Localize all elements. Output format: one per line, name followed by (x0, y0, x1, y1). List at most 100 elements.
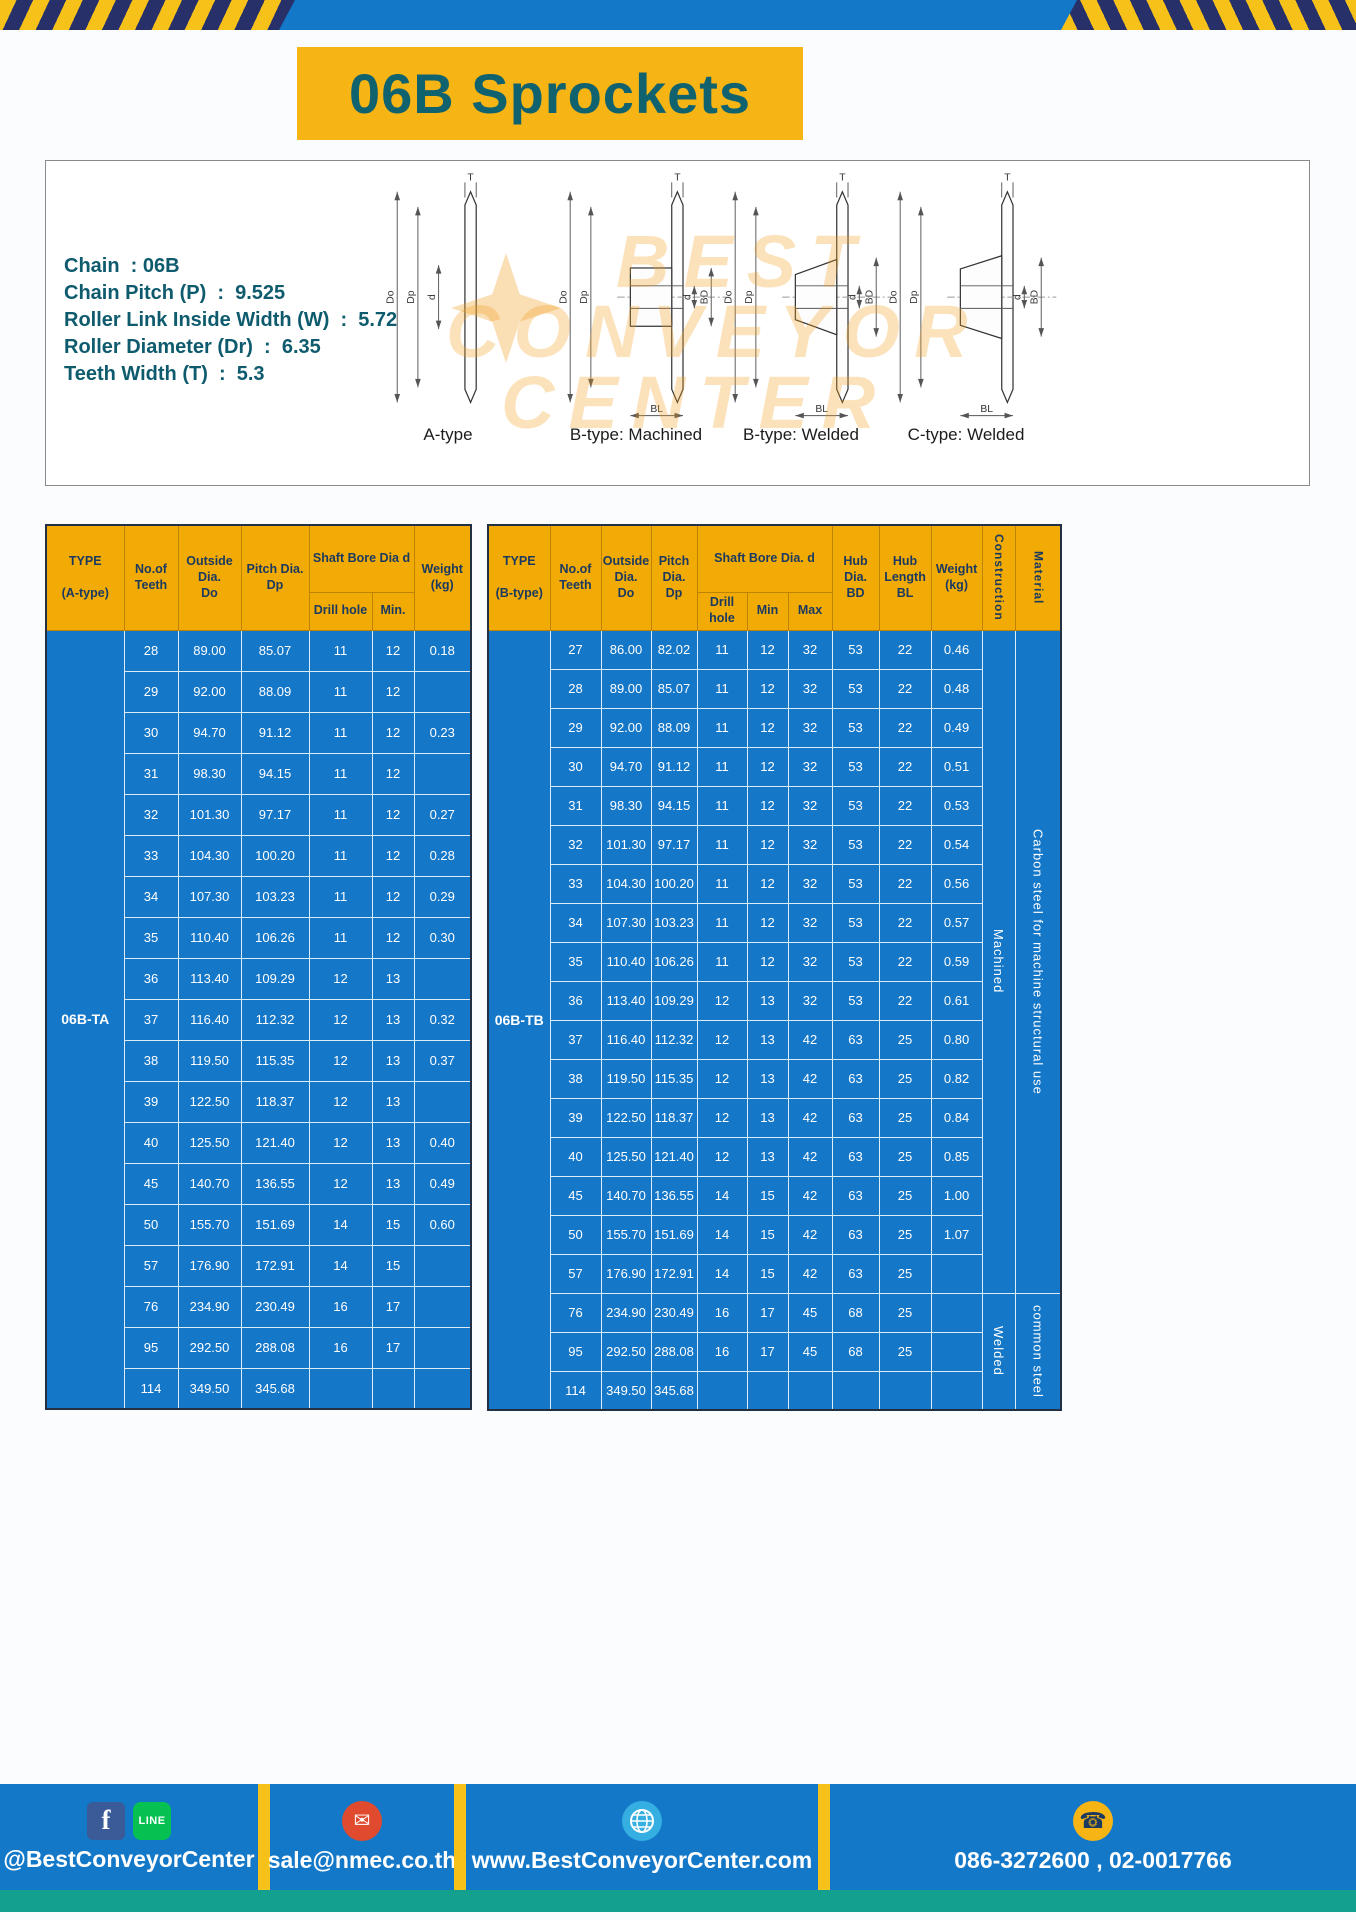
data-cell: 92.00 (177, 670, 242, 713)
data-cell (930, 1370, 983, 1411)
svg-text:Do: Do (558, 290, 569, 303)
header-min: Min. (371, 591, 415, 631)
data-cell: 32 (787, 902, 833, 943)
table-b-row: 06B-TB 27 86.00 82.02 11 12 32 53 22 0.46 Machined… (487, 629, 1062, 1411)
table-b-row: 32 101.30 97.17 11 12 32 53 22 0.54 (488, 824, 1061, 865)
globe-icon (622, 1800, 662, 1841)
sprocket-drawing-c-welded: T Do Dp d BD BL (871, 173, 1061, 425)
data-cell: 109.29 (240, 957, 310, 1000)
data-cell: 12 (696, 1058, 748, 1099)
data-cell: 234.90 (600, 1292, 652, 1333)
data-cell: 42 (787, 1253, 833, 1294)
footer: f LINE @BestConveyorCenter ✉ sale@nmec.c… (0, 1784, 1356, 1890)
data-cell: 136.55 (240, 1162, 310, 1205)
data-cell: 11 (696, 902, 748, 943)
table-a-row: 95 292.50 288.08 16 17 (46, 1326, 472, 1369)
data-cell: 12 (746, 902, 789, 943)
data-cell: 85.07 (240, 629, 310, 672)
svg-text:Do: Do (723, 290, 734, 303)
data-cell: 45 (787, 1331, 833, 1372)
data-cell: 32 (787, 668, 833, 709)
data-cell: 82.02 (650, 629, 698, 670)
data-cell: 32 (787, 863, 833, 904)
header-shaft-bore: Shaft Bore Dia d (308, 524, 415, 593)
data-cell: 32 (123, 793, 179, 836)
spec-line: Roller Diameter (Dr) : 6.35 (64, 336, 321, 358)
data-cell: 42 (787, 1058, 833, 1099)
data-cell: 16 (308, 1285, 373, 1328)
data-cell (308, 1367, 373, 1410)
data-cell: 101.30 (177, 793, 242, 836)
data-cell: 88.09 (650, 707, 698, 748)
data-cell: 27 (549, 629, 602, 670)
data-cell: 119.50 (600, 1058, 652, 1099)
data-cell: 45 (549, 1175, 602, 1216)
data-cell: 12 (308, 1162, 373, 1205)
table-a-row: 114 349.50 345.68 (46, 1367, 472, 1410)
type-label-cell: 06B-TA (45, 629, 125, 1410)
data-cell: 116.40 (600, 1019, 652, 1060)
hazard-stripe-right (1061, 0, 1356, 30)
data-cell: 0.51 (930, 746, 983, 787)
data-cell: 35 (549, 941, 602, 982)
table-a-row: 32 101.30 97.17 11 12 0.27 (46, 793, 472, 836)
data-cell: 12 (746, 629, 789, 670)
data-cell: 0.54 (930, 824, 983, 865)
data-cell: 32 (787, 941, 833, 982)
data-cell: 288.08 (240, 1326, 310, 1369)
data-cell: 12 (371, 834, 415, 877)
data-cell (371, 1367, 415, 1410)
data-cell: 0.40 (413, 1121, 472, 1164)
data-cell: 114 (123, 1367, 179, 1410)
data-cell: 1.00 (930, 1175, 983, 1216)
data-cell: 13 (746, 1058, 789, 1099)
construction-cell: Welded (981, 1292, 1016, 1411)
data-cell: 12 (308, 1121, 373, 1164)
data-cell: 25 (878, 1214, 932, 1255)
table-b-row: 28 89.00 85.07 11 12 32 53 22 0.48 (488, 668, 1061, 709)
footer-email-section: ✉ sale@nmec.co.th (268, 1784, 456, 1890)
data-cell (930, 1331, 983, 1372)
data-cell: 89.00 (177, 629, 242, 672)
data-cell: 95 (123, 1326, 179, 1369)
line-icon: LINE (133, 1801, 171, 1840)
data-cell: 42 (787, 1214, 833, 1255)
data-cell: 17 (746, 1331, 789, 1372)
data-cell: 13 (746, 1097, 789, 1138)
data-cell (831, 1370, 880, 1411)
data-cell: 11 (696, 629, 748, 670)
footer-social-handle: @BestConveyorCenter (3, 1845, 255, 1872)
data-cell: 13 (371, 998, 415, 1041)
data-cell: 37 (549, 1019, 602, 1060)
data-cell: 234.90 (177, 1285, 242, 1328)
data-cell: 122.50 (177, 1080, 242, 1123)
data-cell: 94.70 (600, 746, 652, 787)
data-cell: 45 (787, 1292, 833, 1333)
header-shaft-bore: Shaft Bore Dia. d (696, 524, 833, 593)
svg-text:BL: BL (980, 404, 993, 415)
data-cell: 345.68 (650, 1370, 698, 1411)
data-cell: 292.50 (177, 1326, 242, 1369)
data-cell: 12 (371, 670, 415, 713)
data-cell: 106.26 (650, 941, 698, 982)
table-a-row: 29 92.00 88.09 11 12 (46, 670, 472, 713)
table-a-type: TYPE (A-type) No.of Teeth Outside Dia. D… (45, 524, 472, 1410)
data-cell: 31 (123, 752, 179, 795)
table-b-row: 35 110.40 106.26 11 12 32 53 22 0.59 (488, 941, 1061, 982)
data-cell (413, 1244, 472, 1287)
table-a-row: 45 140.70 136.55 12 13 0.49 (46, 1162, 472, 1205)
data-cell: 11 (308, 629, 373, 672)
social-icons: f LINE (87, 1801, 171, 1840)
data-cell (413, 957, 472, 1000)
table-a-row: 35 110.40 106.26 11 12 0.30 (46, 916, 472, 959)
data-cell: 0.18 (413, 629, 472, 672)
data-cell: 91.12 (650, 746, 698, 787)
data-cell: 34 (549, 902, 602, 943)
data-cell: 38 (123, 1039, 179, 1082)
data-cell: 15 (371, 1244, 415, 1287)
svg-text:d: d (848, 294, 859, 300)
data-cell: 14 (308, 1244, 373, 1287)
data-cell: 85.07 (650, 668, 698, 709)
data-cell: 12 (371, 916, 415, 959)
data-cell: 89.00 (600, 668, 652, 709)
